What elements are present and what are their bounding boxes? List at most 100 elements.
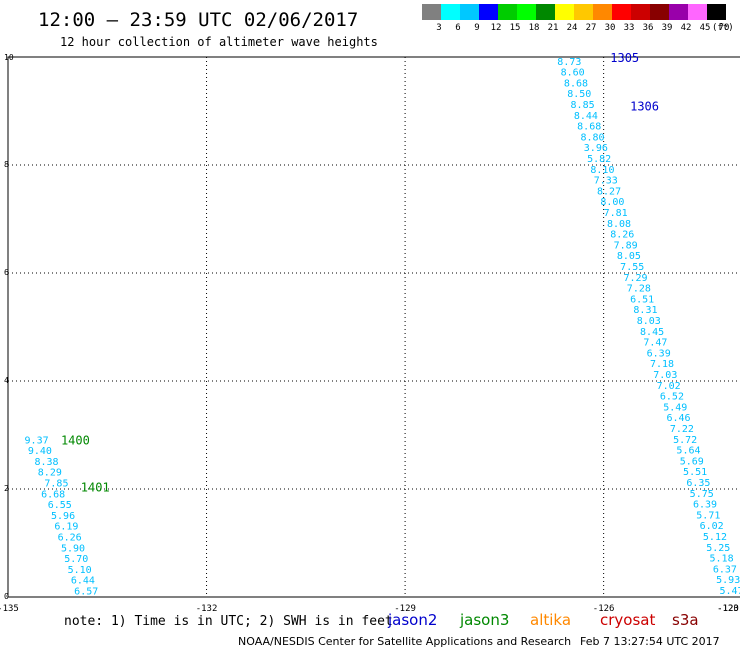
color-scale-label: 36 (643, 23, 654, 33)
wave-height-value: 8.44 (574, 111, 598, 122)
wave-height-value: 5.18 (710, 554, 734, 565)
wave-height-value: 5.96 (51, 511, 75, 522)
color-scale-label: 27 (586, 23, 597, 33)
color-scale-label: 70 (719, 23, 730, 33)
footer-credit: NOAA/NESDIS Center for Satellite Applica… (238, 635, 571, 648)
satellite-legend-item: jason3 (459, 611, 509, 629)
color-scale-labels: 3 6 9 12 15 18 21 24 27 30 33 36 39 42 45 70 (436, 23, 729, 33)
wave-height-value: 7.29 (623, 273, 647, 284)
color-scale-label: 42 (681, 23, 692, 33)
wave-height-value: 5.64 (676, 446, 700, 457)
wave-height-value: 8.00 (600, 197, 624, 208)
wave-height-value: 5.71 (696, 510, 720, 521)
color-scale-label: 6 (455, 23, 460, 33)
wave-height-value: 8.60 (561, 68, 585, 79)
x-tick-label: -120 (717, 604, 739, 614)
wave-height-value: 7.33 (594, 176, 618, 187)
wave-height-value: 6.02 (700, 521, 724, 532)
wave-height-value: 5.72 (673, 435, 697, 446)
color-swatch (669, 4, 688, 20)
wave-height-value: 7.89 (614, 240, 638, 251)
color-scale-label: 15 (510, 23, 521, 33)
color-swatch (479, 4, 498, 20)
color-scale: 3 6 9 12 15 18 21 24 27 30 33 36 39 42 45 70 (ft) (422, 4, 734, 33)
wave-height-value: 9.40 (28, 446, 52, 457)
color-swatch (422, 4, 441, 20)
wave-height-value: 7.02 (657, 381, 681, 392)
wave-height-value: 7.85 (44, 479, 68, 490)
y-tick-label: 8 (4, 160, 9, 169)
wave-height-value: 6.44 (71, 576, 95, 587)
y-tick-label: 4 (4, 376, 9, 385)
color-swatch (650, 4, 669, 20)
pass-time-label: 1400 (61, 433, 90, 447)
pass-time-label: 1305 (610, 51, 639, 65)
x-tick-label: -132 (196, 604, 218, 614)
wave-height-value: 5.10 (68, 565, 92, 576)
wave-height-value: 6.39 (647, 348, 671, 359)
color-scale-label: 30 (605, 23, 616, 33)
color-swatch (498, 4, 517, 20)
wave-height-value: 6.46 (667, 413, 691, 424)
wave-height-value: 5.70 (64, 554, 88, 565)
color-scale-label: 12 (491, 23, 502, 33)
x-tick-label: -126 (593, 604, 615, 614)
wave-height-value: 7.47 (643, 338, 667, 349)
wave-height-value: 6.68 (41, 489, 65, 500)
wave-height-value: 8.03 (637, 316, 661, 327)
color-swatch (707, 4, 726, 20)
wave-height-value: 8.31 (633, 305, 657, 316)
wave-height-value: 5.75 (690, 489, 714, 500)
color-scale-swatches (422, 4, 726, 20)
color-scale-unit: (ft) (712, 23, 734, 33)
color-swatch (612, 4, 631, 20)
wave-height-value: 8.68 (577, 122, 601, 133)
wave-height-value: 8.68 (564, 78, 588, 89)
wave-height-value: 6.35 (686, 478, 710, 489)
color-scale-label: 39 (662, 23, 673, 33)
y-tick-label: 2 (4, 484, 9, 493)
wave-height-value: 8.29 (38, 468, 62, 479)
color-scale-label: 3 (436, 23, 441, 33)
wave-height-value: 8.10 (590, 165, 614, 176)
wave-height-value: 6.19 (54, 522, 78, 533)
x-tick-label: -135 (0, 604, 19, 614)
satellite-legend-item: cryosat (600, 611, 655, 629)
wave-height-value: 8.38 (34, 457, 58, 468)
wave-height-value: 5.82 (587, 154, 611, 165)
wave-height-value: 6.26 (58, 533, 82, 544)
footer-timestamp: Feb 7 13:27:54 UTC 2017 (580, 635, 720, 648)
chart-title: 12:00 — 23:59 UTC 02/06/2017 (38, 9, 358, 31)
wave-height-value: 5.69 (680, 456, 704, 467)
plot-border (7, 56, 740, 598)
wave-height-value: 8.85 (571, 100, 595, 111)
wave-height-value: 6.55 (48, 500, 72, 511)
wave-height-value: 6.37 (713, 564, 737, 575)
y-tick-label: 0 (4, 592, 9, 601)
color-scale-label: 24 (567, 23, 578, 33)
color-swatch (517, 4, 536, 20)
wave-height-value: 5.90 (61, 543, 85, 554)
x-tick-label: -123 (717, 604, 739, 614)
color-scale-label: 21 (548, 23, 559, 33)
x-tick-labels: -135 -132 -129 -126 -123-120 (0, 604, 739, 614)
wave-height-value: 5.49 (663, 402, 687, 413)
wave-height-value: 5.12 (703, 532, 727, 543)
wave-height-value: 7.03 (653, 370, 677, 381)
color-scale-label: 18 (529, 23, 540, 33)
wave-height-value: 7.28 (627, 284, 651, 295)
footer-note: note: 1) Time is in UTC; 2) SWH is in fe… (64, 614, 393, 629)
color-swatch (460, 4, 479, 20)
wave-height-value: 5.93 (716, 575, 740, 586)
wave-height-value: 6.57 (74, 587, 98, 598)
x-tick-label: -129 (394, 604, 416, 614)
wave-height-value: 3.96 (584, 143, 608, 154)
chart-subtitle: 12 hour collection of altimeter wave hei… (60, 35, 378, 49)
wave-height-value: 8.08 (607, 219, 631, 230)
satellite-legend-item: jason2 (387, 611, 437, 629)
wave-height-value: 8.27 (597, 186, 621, 197)
y-tick-label: 10 (4, 53, 14, 62)
data-points: 8.738.608.688.508.858.448.688.803.965.82… (25, 57, 740, 598)
wave-height-value: 7.22 (670, 424, 694, 435)
